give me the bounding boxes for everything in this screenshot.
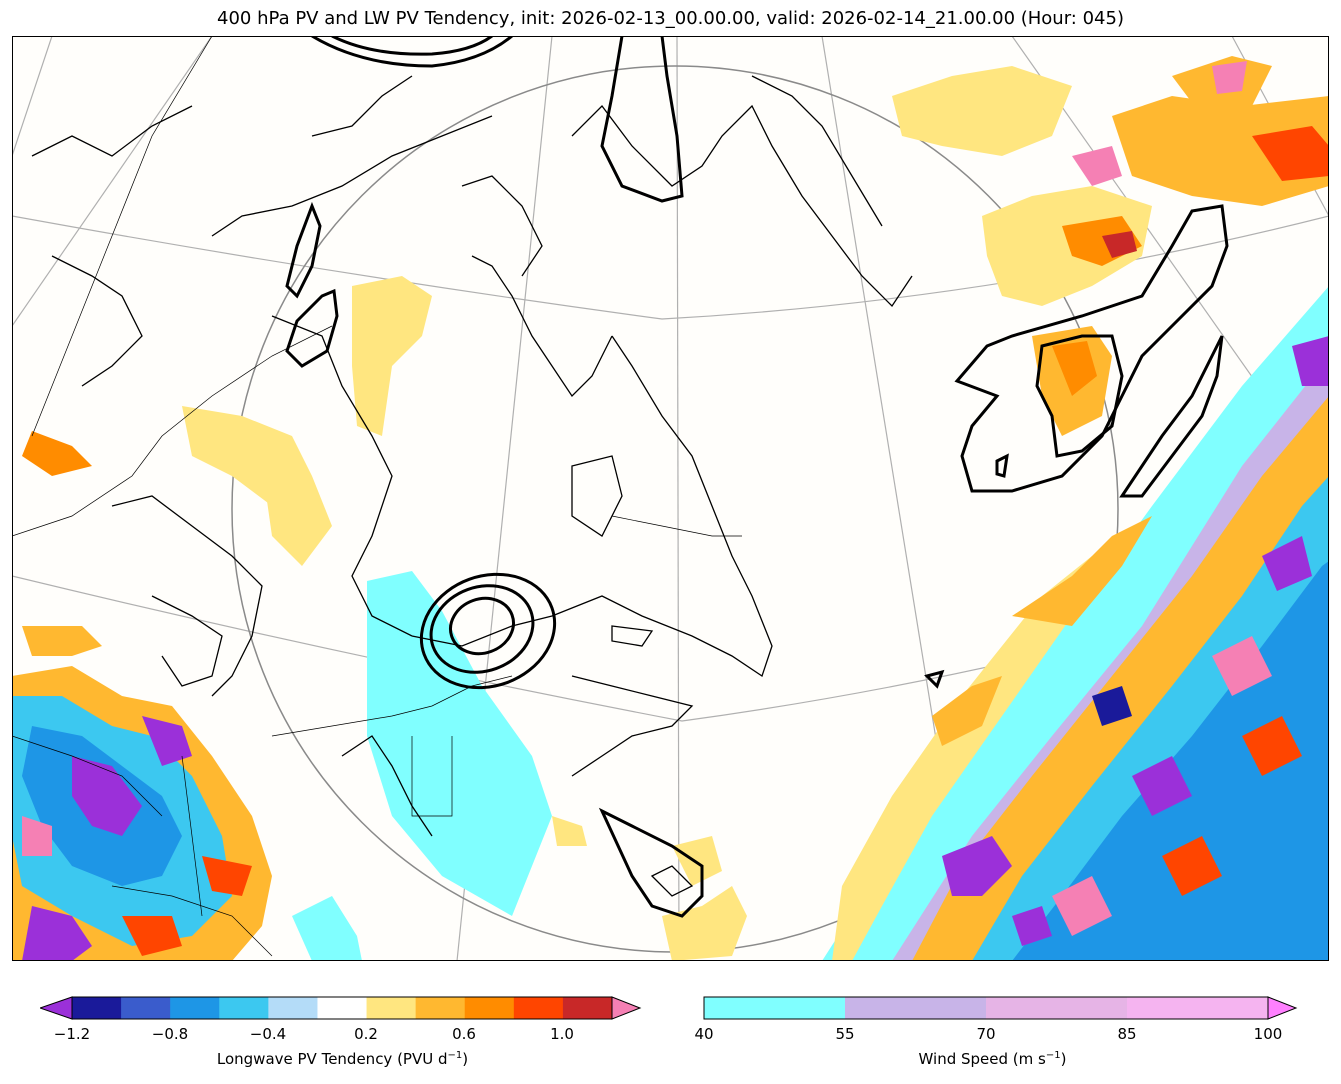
colorbar-segment (415, 997, 466, 1019)
wind-tick-label: 100 (1253, 1025, 1283, 1043)
wind-tick-label: 70 (976, 1025, 996, 1043)
wind-tick-label: 85 (1117, 1025, 1137, 1043)
pv-tendency-mixed-southwest (12, 666, 272, 961)
colorbar-segment (464, 997, 515, 1019)
pv-tick-label: −0.8 (151, 1025, 189, 1043)
wind-tick-label: 40 (694, 1025, 714, 1043)
pv-tendency-mixed-southeast (912, 336, 1329, 961)
colorbar-outline (703, 996, 1269, 1020)
colorbar-extend-low (40, 996, 73, 1020)
colorbar-segment (704, 997, 846, 1019)
colorbar-segment (845, 997, 987, 1019)
colorbar-segment (121, 997, 171, 1019)
colorbar-segment (219, 997, 269, 1019)
colorbar-segment (366, 997, 417, 1019)
figure-title: 400 hPa PV and LW PV Tendency, init: 202… (217, 8, 1124, 29)
colorbar-segment (986, 997, 1128, 1019)
colorbar-outline (71, 996, 613, 1020)
coastlines (31, 75, 913, 897)
colorbar-segment (72, 997, 122, 1019)
wind-tick-label: 55 (835, 1025, 855, 1043)
pv-tick-label: 0.2 (354, 1025, 378, 1043)
colorbar-segment (170, 997, 220, 1019)
colorbar-segment (268, 997, 318, 1019)
pv-tendency-positive (22, 56, 1329, 961)
pv-colorbar-label: Longwave PV Tendency (PVU d−1) (216, 1050, 469, 1068)
colorbar-segment (1127, 997, 1269, 1019)
pv-tick-label: 0.6 (452, 1025, 476, 1043)
colorbar-extend-high (611, 996, 642, 1020)
pv-tendency-colorbar (40, 996, 642, 1020)
colorbar-segment (317, 997, 368, 1019)
colorbar-segment (513, 997, 564, 1019)
pv-contours (285, 36, 1229, 918)
pv-tick-label: −0.4 (249, 1025, 287, 1043)
pv-tick-label: 1.0 (550, 1025, 574, 1043)
wind-speed-fill (292, 286, 1329, 961)
colorbar-extend-high (1267, 996, 1298, 1020)
map-panel (12, 36, 1329, 961)
political-borders (12, 36, 742, 957)
wind-colorbar-label: Wind Speed (m s−1) (918, 1050, 1067, 1068)
colorbar-segment (562, 997, 613, 1019)
pv-tick-label: −1.2 (53, 1025, 91, 1043)
wind-speed-colorbar (703, 996, 1298, 1020)
